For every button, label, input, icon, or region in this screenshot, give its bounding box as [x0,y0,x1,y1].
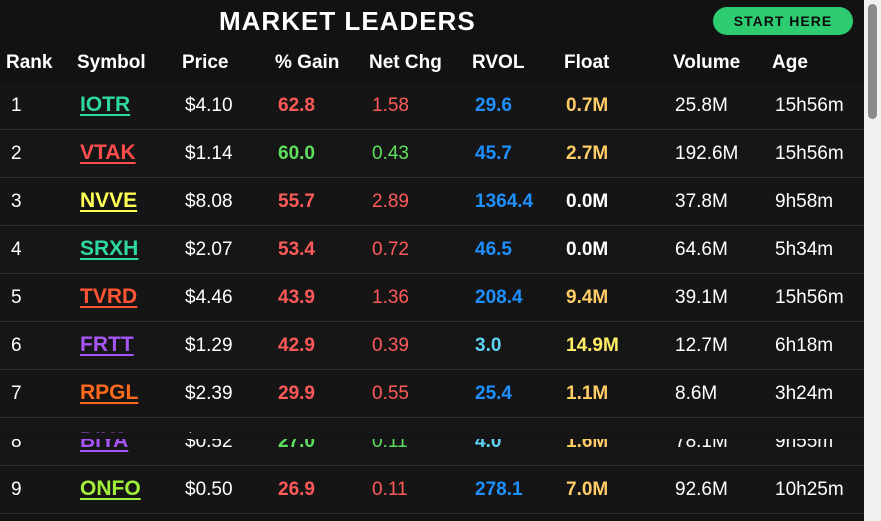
cell-gain: 53.4 [278,239,315,260]
column-header-symbol[interactable]: Symbol [77,52,146,73]
table-row[interactable]: 5 TVRD $4.46 43.9 1.36 208.4 9.4M 39.1M 15h56m [0,274,864,322]
table-row[interactable]: 9 ONFO $0.50 26.9 0.11 278.1 7.0M 92.6M 10h25m [0,466,864,514]
cell-float: 1.1M [566,383,609,404]
cell-net-chg: 1.36 [372,287,409,308]
table-row[interactable]: 6 FRTT $1.29 42.9 0.39 3.0 14.9M 12.7M 6h18m [0,322,864,370]
column-header-age[interactable]: Age [772,52,808,73]
cell-age: 15h56m [775,287,844,308]
column-header-price[interactable]: Price [182,52,229,73]
cell-volume: 8.6M [675,383,718,404]
table-row[interactable]: 4 SRXH $2.07 53.4 0.72 46.5 0.0M 64.6M 5h34m [0,226,864,274]
cell-rvol: 45.7 [475,143,512,164]
cell-net-chg: 0.55 [372,383,409,404]
cell-age: 3h24m [775,383,834,404]
cell-float: 14.9M [566,335,619,356]
cell-age: 9h58m [775,191,834,212]
cell-gain: 55.7 [278,191,315,212]
cell-age: 15h56m [775,143,844,164]
cell-net-chg: 0.72 [372,239,409,260]
symbol-link[interactable]: VTAK [80,141,136,164]
cell-rvol: 208.4 [475,287,523,308]
cell-rank: 6 [11,335,22,356]
cell-rvol: 3.0 [475,335,502,356]
cell-volume: 37.8M [675,191,728,212]
cell-rvol: 29.6 [475,95,512,116]
cell-age: 6h18m [775,335,834,356]
symbol-link[interactable]: TVRD [80,285,138,308]
cell-net-chg: 1.58 [372,95,409,116]
table-row[interactable]: 1 IOTR $4.10 62.8 1.58 29.6 0.7M 25.8M 15h56m [0,82,864,130]
cell-rvol: 46.5 [475,239,512,260]
cell-age: 5h34m [775,239,834,260]
vertical-scrollbar[interactable] [864,0,881,521]
table-row-partial [0,433,864,439]
table-row[interactable]: 2 VTAK $1.14 60.0 0.43 45.7 2.7M 192.6M 15h56m [0,130,864,178]
cell-volume: 64.6M [675,239,728,260]
cell-gain: 42.9 [278,335,315,356]
column-header-volume[interactable]: Volume [673,52,741,73]
cell-float: 2.7M [566,143,609,164]
start-here-button[interactable]: START HERE [713,7,853,35]
table-row[interactable]: 8 BIYA $0.52 27.0 0.11 4.0 1.6M 78.1M 9h55m [0,418,864,466]
column-header-float[interactable]: Float [564,52,610,73]
cell-volume: 39.1M [675,287,728,308]
cell-net-chg: 0.39 [372,335,409,356]
cell-volume: 92.6M [675,479,728,500]
cell-float: 0.7M [566,95,609,116]
cell-volume: 12.7M [675,335,728,356]
cell-net-chg: 0.11 [372,479,408,500]
column-header-gain[interactable]: % Gain [275,52,340,73]
cell-rvol: 25.4 [475,383,512,404]
cell-net-chg: 0.43 [372,143,409,164]
cell-net-chg: 2.89 [372,191,409,212]
cell-rvol: 278.1 [475,479,523,500]
symbol-link[interactable]: IOTR [80,93,131,116]
cell-rank: 2 [11,143,22,164]
column-header-net-chg[interactable]: Net Chg [369,52,442,73]
cell-rank: 1 [11,95,22,116]
cell-price: $2.39 [185,383,233,404]
cell-price: $4.46 [185,287,233,308]
cell-float: 9.4M [566,287,609,308]
cell-rank: 5 [11,287,22,308]
cell-price: $1.14 [185,143,233,164]
cell-gain: 43.9 [278,287,315,308]
cell-age: 15h56m [775,95,844,116]
cell-price: $4.10 [185,95,233,116]
cell-volume: 25.8M [675,95,728,116]
symbol-link[interactable]: FRTT [80,333,134,356]
table-header: Rank Symbol Price % Gain Net Chg RVOL Fl… [0,40,864,82]
symbol-link[interactable]: NVVE [80,189,138,212]
cell-gain: 29.9 [278,383,315,404]
page-title: MARKET LEADERS [219,6,476,36]
cell-float: 0.0M [566,191,609,212]
cell-price: $2.07 [185,239,233,260]
cell-rank: 4 [11,239,22,260]
cell-rank: 7 [11,383,22,404]
cell-rvol: 1364.4 [475,191,534,212]
cell-price: $0.50 [185,479,233,500]
column-header-rvol[interactable]: RVOL [472,52,525,73]
symbol-link[interactable]: RPGL [80,381,139,404]
cell-rank: 9 [11,479,22,500]
cell-gain: 60.0 [278,143,315,164]
title-bar: MARKET LEADERS START HERE [0,0,864,40]
cell-volume: 192.6M [675,143,739,164]
column-header-rank[interactable]: Rank [6,52,53,73]
cell-gain: 26.9 [278,479,315,500]
table-row[interactable]: 3 NVVE $8.08 55.7 2.89 1364.4 0.0M 37.8M 9h58m [0,178,864,226]
cell-age: 10h25m [775,479,844,500]
cell-rank: 3 [11,191,22,212]
scrollbar-thumb[interactable] [868,4,877,119]
cell-float: 7.0M [566,479,609,500]
cell-price: $1.29 [185,335,233,356]
symbol-link[interactable]: SRXH [80,237,139,260]
symbol-link[interactable]: ONFO [80,477,141,500]
table-row[interactable]: 7 RPGL $2.39 29.9 0.55 25.4 1.1M 8.6M 3h24m [0,370,864,418]
cell-gain: 62.8 [278,95,315,116]
cell-price: $8.08 [185,191,233,212]
cell-rank: 8 [11,431,22,452]
cell-float: 0.0M [566,239,609,260]
